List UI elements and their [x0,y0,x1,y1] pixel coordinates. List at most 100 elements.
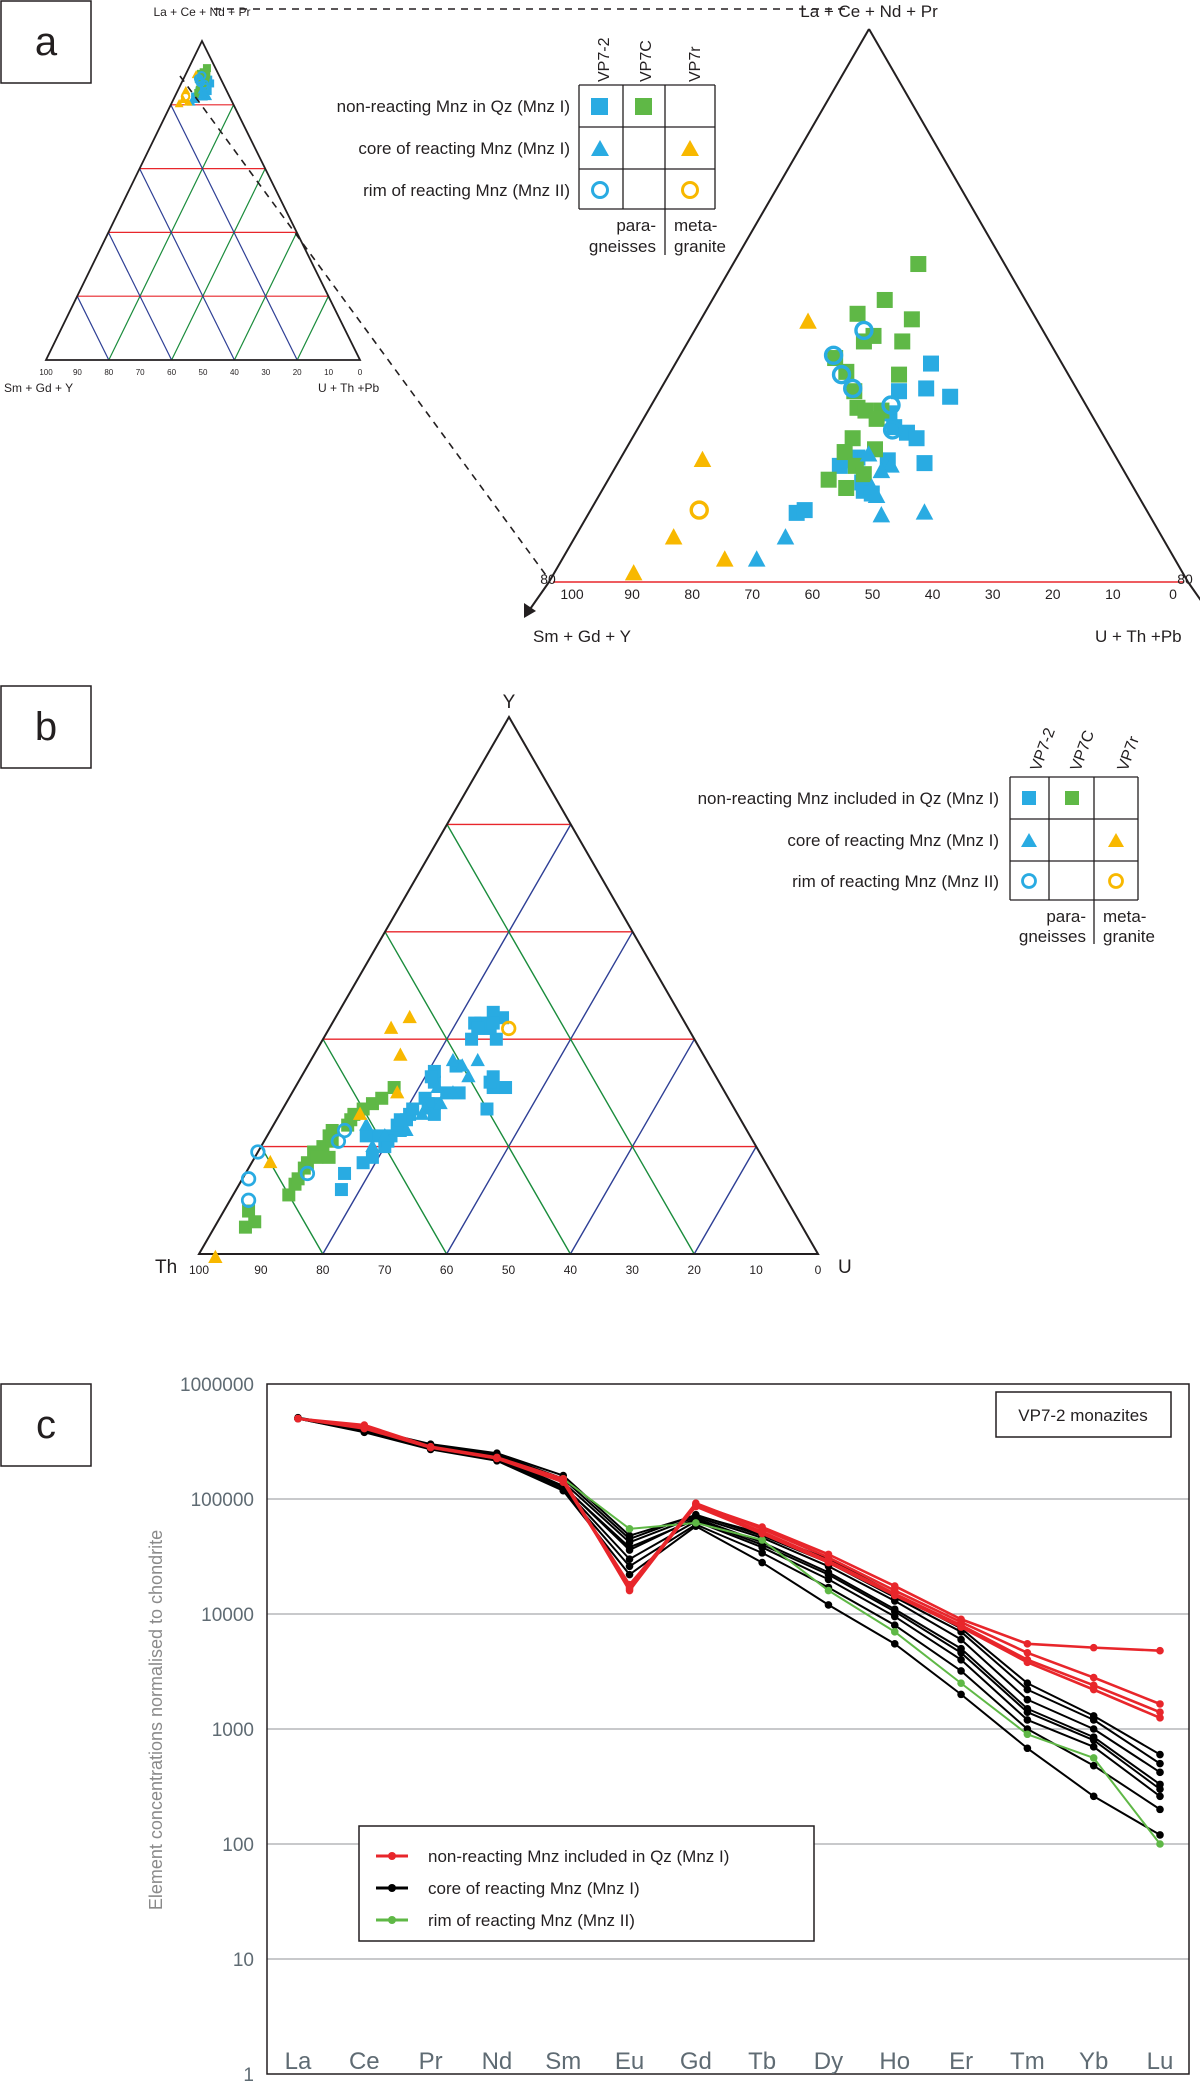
ternary-b-grid-green [384,931,572,1255]
ternary-a-small-point [199,82,210,93]
ree-ytick-label: 10000 [201,1605,254,1626]
ternary-b-apex-left: Th [155,1257,177,1278]
ternary-a-point [918,380,935,397]
ternary-a-point [838,479,855,496]
ree-series-line [562,1477,1161,1845]
ternary-a-zoom-tick: 0 [1169,586,1177,602]
ree-series-point [1156,1759,1164,1768]
ree-series-point [1156,1714,1164,1722]
legend-b: VP7-2 VP7C VP7r non-reacting Mnz include… [698,726,1155,946]
ternary-b-point [356,1156,370,1170]
ree-xtick-label: Eu [615,2048,644,2075]
ternary-b-point [310,1150,324,1164]
ternary-a-point [923,355,939,372]
ternary-b-point [489,1032,503,1046]
ree-series-point [957,1667,965,1675]
ree-series-point [625,1525,634,1533]
ree-series-point [1023,1744,1032,1753]
legend-b-col-vp72: VP7-2 [1028,726,1059,774]
ternary-a-small-tick: 0 [358,368,363,377]
ternary-a-point [693,450,712,468]
ternary-a-point [747,550,766,567]
ternary-b-point [501,1020,517,1037]
ree-series-point [1089,1643,1098,1652]
ternary-b-point [336,1122,353,1139]
ternary-a-zoom-tick: 80 [684,586,700,602]
ree-legend: non-reacting Mnz included in Qz (Mnz I) … [358,1825,815,1942]
ternary-a-small-apex-left: Sm + Gd + Y [4,381,73,395]
ternary-b-point [377,1128,392,1142]
ternary-a-zoom-tick: 40 [925,586,941,602]
ternary-a-small-tick: 60 [167,368,176,377]
ree-xtick-label: Yb [1079,2048,1108,2075]
ternary-a-zoom-tick: 30 [985,586,1001,602]
ternary-b-apex-top: Y [503,692,516,713]
ternary-b-point [430,1079,445,1093]
ree-title: VP7-2 monazites [1018,1406,1147,1425]
ree-ytick-label: 100000 [191,1490,254,1511]
ree-series-line [297,1417,1161,1720]
ternary-b-point [461,1068,476,1083]
ree-series-point [824,1558,833,1567]
ternary-a-point [915,503,934,520]
ternary-b-point [406,1102,420,1116]
legend-b-group-right-1: meta- [1103,907,1146,926]
ternary-a-point [872,461,891,479]
ternary-a-small-grid-blue [139,168,235,361]
ree-series-point [1089,1761,1098,1770]
ree-ylabel: Element concentrations normalised to cho… [146,1530,166,1910]
ree-series-point [1023,1730,1032,1739]
ternary-b-point [299,1165,316,1182]
ternary-a-apex-left: Sm + Gd + Y [533,627,631,646]
ree-xtick-label: Gd [680,2048,712,2075]
ree-xtick-label: Tb [748,2048,776,2075]
legend-a-group-right-1: meta- [674,216,717,235]
ree-series-point [890,1621,899,1629]
ternary-b-point [470,1052,485,1067]
ree-xtick-label: Dy [814,2048,843,2075]
legend-a-row-core: core of reacting Mnz (Mnz I) [358,139,570,158]
ree-series-point [1156,1708,1164,1716]
ternary-a-small-tick: 20 [293,368,302,377]
ternary-b-point [424,1070,438,1084]
ternary-a-point [664,528,683,545]
ree-series-point [1023,1648,1032,1657]
ternary-a-point [820,471,837,488]
ree-series-point [890,1640,899,1648]
ree-ytick-label: 100 [222,1835,254,1856]
ternary-b-frame [197,714,820,1255]
ree-series-point [1023,1679,1032,1688]
ree-series-point [625,1543,634,1552]
legend-a-group-right-2: granite [674,237,726,256]
ternary-a-point [843,378,863,399]
ree-series-point [692,1502,700,1511]
ree-series-point [559,1477,568,1485]
ternary-a-point [882,420,903,440]
ternary-a-small-point [203,87,212,96]
ree-legend-dot-green [388,1916,396,1924]
legend-b-row-noreact: non-reacting Mnz included in Qz (Mnz I) [698,789,999,808]
legend-b-marker-triangle-vp72 [1021,833,1037,847]
ree-series-line [297,1417,1161,1836]
ternary-a-zoom-right-edge [868,28,1189,583]
ree-series-point [1089,1716,1098,1724]
ree-series-point [1023,1695,1032,1704]
ternary-b-tick: 10 [749,1263,763,1277]
ternary-a-small-grid-blue [76,295,110,361]
legend-b-marker-square-vp72 [1022,791,1036,805]
ree-series-point [957,1648,965,1657]
ree-title-box [995,1391,1172,1438]
legend-a-group-left-1: para- [616,216,656,235]
ternary-a-zoom-tick: 70 [745,586,761,602]
ternary-a-point [624,564,643,581]
legend-b-marker-circle-vp72 [1021,873,1037,889]
ternary-a-small-grid-blue [170,104,298,361]
ternary-a-zoom-tick: 10 [1105,586,1121,602]
legend-a-marker-triangle-vp7r [681,140,699,156]
ternary-b-point [393,1113,407,1127]
ternary-a-edge-label-right: 80 [1177,571,1193,587]
ree-legend-label-red: non-reacting Mnz included in Qz (Mnz I) [428,1847,729,1866]
ternary-b-point [250,1144,266,1160]
legend-a-col-vp7c: VP7C [638,40,655,82]
